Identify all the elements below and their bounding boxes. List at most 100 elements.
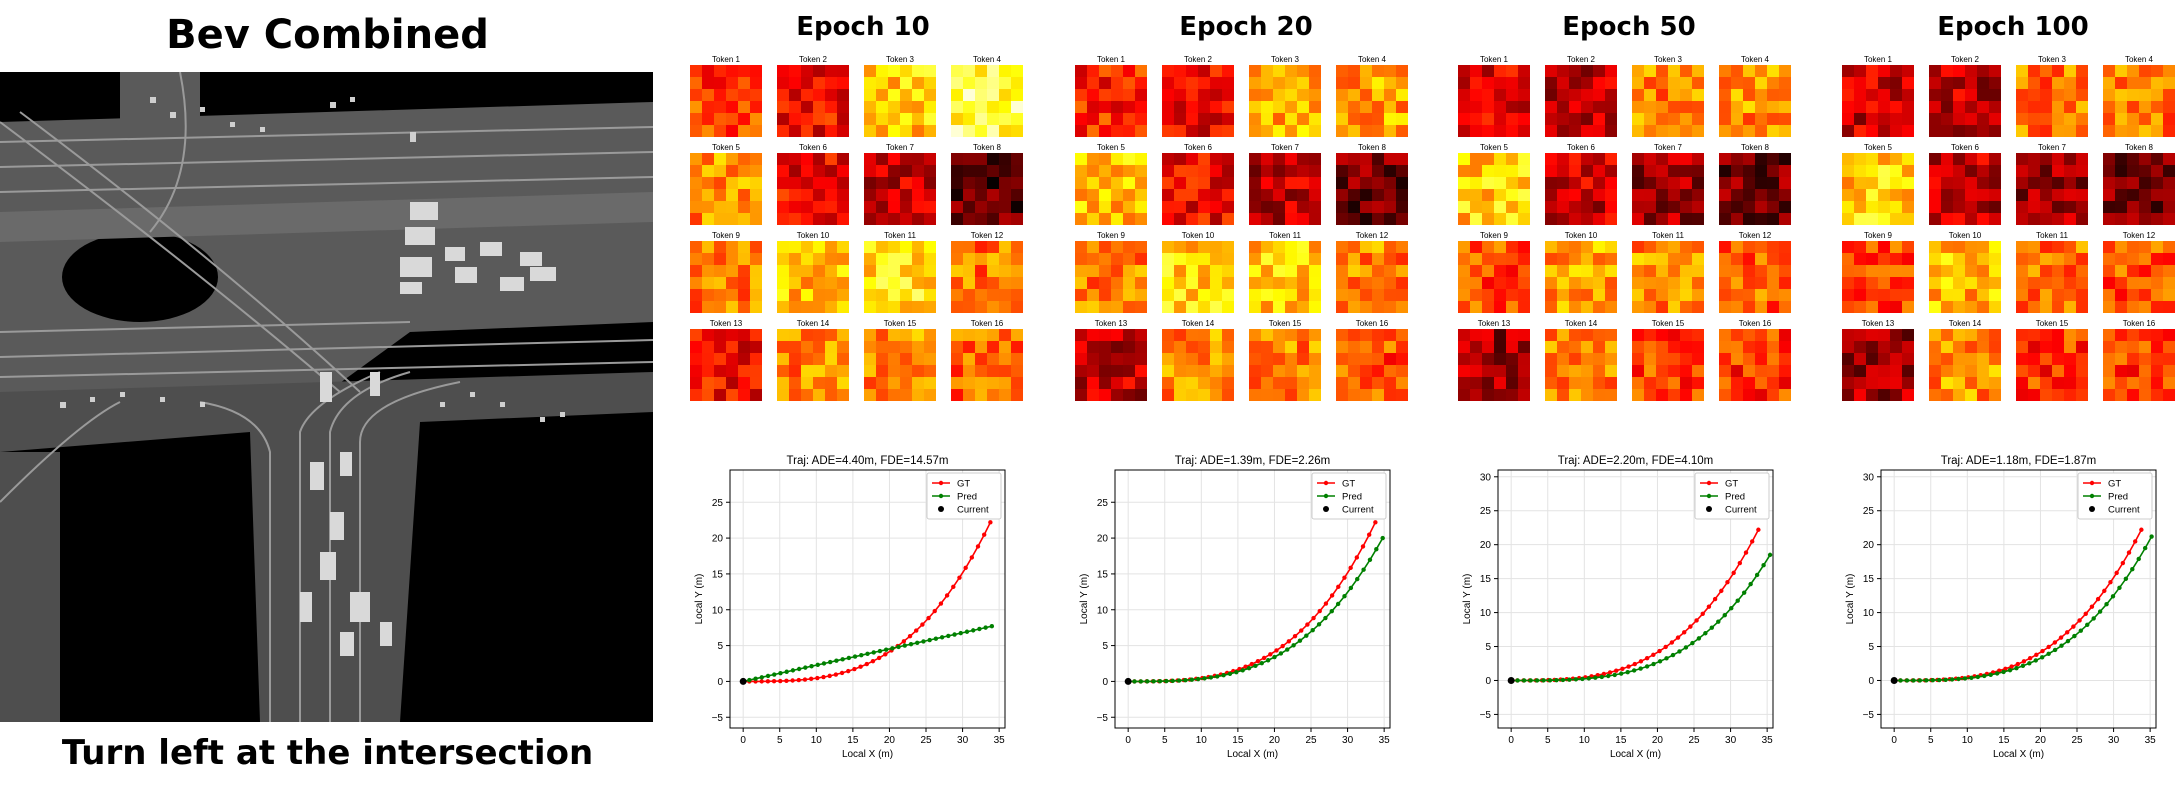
token-label: Token 15 [2035,319,2069,328]
heatmap-cell [789,241,801,253]
heatmap-cell [1087,177,1099,189]
heatmap-cell [1506,65,1518,77]
heatmap-cell [1099,165,1111,177]
heatmap-cell [1186,241,1198,253]
heatmap-cell [2103,77,2115,89]
token-label: Token 5 [1096,143,1126,152]
data-point-gt [2027,656,2033,661]
heatmap-cell [1111,353,1123,365]
heatmap-cell [1644,177,1656,189]
data-point-pred [759,675,765,680]
x-tick-label: 25 [1305,735,1317,746]
data-point-pred [1690,640,1695,646]
heatmap-cell [924,329,936,341]
heatmap-cell [1965,113,1977,125]
heatmap-cell [1668,265,1680,277]
heatmap-cell [1123,101,1135,113]
heatmap-cell [1941,329,1953,341]
heatmap-cell [1581,353,1593,365]
heatmap-cell [900,177,912,189]
heatmap-cell [1854,253,1866,265]
heatmap-cell [837,353,849,365]
heatmap-cell [825,77,837,89]
heatmap-cell [1731,353,1743,365]
heatmap-cell [750,177,762,189]
heatmap-cell [1011,341,1023,353]
heatmap-cell [1632,77,1644,89]
heatmap-cell [714,213,726,225]
heatmap-cell [2151,389,2163,401]
heatmap-cell [1494,329,1506,341]
epoch-title: Epoch 20 [1179,12,1313,42]
heatmap-cell [2151,353,2163,365]
heatmap-cell [2163,365,2175,377]
heatmap-cell [750,65,762,77]
heatmap-cell [1123,65,1135,77]
heatmap-cell [1075,65,1087,77]
heatmap-cell [2052,341,2064,353]
heatmap-cell [2163,277,2175,289]
heatmap-cell [1581,65,1593,77]
y-tick-label: 25 [1480,506,1492,517]
heatmap-cell [1348,101,1360,113]
heatmap-cell [2163,77,2175,89]
heatmap-cell [1929,89,1941,101]
heatmap-cell [1632,301,1644,313]
heatmap-cell [1989,329,2001,341]
data-point-gt [1305,622,1310,627]
data-point-gt [1749,539,1755,544]
data-point-pred [1221,673,1226,678]
data-point-pred [1606,673,1611,679]
heatmap-cell [1210,329,1222,341]
heatmap-cell [951,341,963,353]
heatmap-cell [1273,89,1285,101]
heatmap-cell [789,365,801,377]
data-point-pred [871,650,876,655]
heatmap-cell [1075,177,1087,189]
data-point-pred [964,629,970,634]
heatmap-cell [1249,213,1261,225]
heatmap-cell [963,253,975,265]
heatmap-cell [1866,277,1878,289]
heatmap-cell [1360,377,1372,389]
heatmap-cell [2040,201,2052,213]
heatmap-cell [1644,341,1656,353]
heatmap-cell [1249,377,1261,389]
heatmap-cell [1297,153,1309,165]
heatmap-cell [1557,241,1569,253]
heatmap-cell [1965,213,1977,225]
data-point-pred [1767,552,1773,558]
heatmap-cell [1902,201,1914,213]
heatmap-cell [999,101,1011,113]
data-point-gt [1243,664,1248,669]
x-tick-label: 10 [1962,735,1974,746]
data-point-gt [833,672,839,677]
heatmap-cell [2151,277,2163,289]
data-point-pred [970,628,976,633]
heatmap-cell [1099,289,1111,301]
heatmap-cell [1249,77,1261,89]
heatmap-cell [963,341,975,353]
data-point-pred [1195,676,1201,682]
y-tick-label: 20 [1863,540,1875,551]
heatmap-cell [1680,377,1692,389]
heatmap-cell [951,289,963,301]
heatmap-cell [1593,301,1605,313]
heatmap-cell [2103,329,2115,341]
heatmap-cell [1890,253,1902,265]
heatmap-cell [1210,253,1222,265]
heatmap-cell [2040,89,2052,101]
heatmap-cell [1372,241,1384,253]
heatmap-cell [1632,289,1644,301]
heatmap-cell [1348,89,1360,101]
heatmap-cell [2127,377,2139,389]
heatmap-cell [1458,165,1470,177]
heatmap-cell [2016,289,2028,301]
heatmap-cell [789,65,801,77]
heatmap-cell [1186,77,1198,89]
heatmap-cell [1977,201,1989,213]
heatmap-cell [2064,377,2076,389]
heatmap-cell [1285,165,1297,177]
token-heatmap [864,153,936,225]
